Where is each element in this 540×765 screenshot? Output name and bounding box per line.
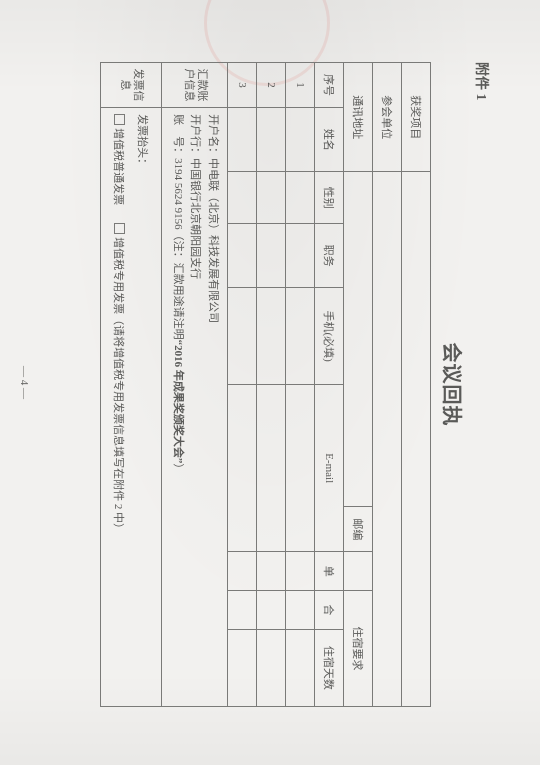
invoice-opt2: 增值税专用发票（请将增值税专用发票信息填写在附件 2 中） bbox=[112, 237, 124, 534]
field-address[interactable] bbox=[344, 172, 373, 507]
bank-line2-label: 开户行： bbox=[189, 114, 201, 158]
label-postcode: 邮编 bbox=[344, 507, 373, 552]
cell-mobile-2[interactable] bbox=[257, 288, 286, 385]
bank-line1: 开户名：中电联（北京）科技发展有限公司 bbox=[203, 114, 221, 702]
cell-position-1[interactable] bbox=[286, 223, 315, 287]
label-address: 通讯地址 bbox=[344, 63, 373, 172]
invoice-options-row: 增值税普通发票增值税专用发票（请将增值税专用发票信息填写在附件 2 中） bbox=[111, 114, 127, 702]
cell-shared-3[interactable] bbox=[228, 591, 257, 630]
cell-seq-3: 3 bbox=[228, 63, 257, 108]
invoice-head-row: 发票抬头： bbox=[135, 114, 151, 702]
bank-line3-note-b: “2016 年成果奖颁奖大会” bbox=[172, 340, 184, 464]
col-days: 住宿天数 bbox=[315, 629, 344, 706]
cell-email-1[interactable] bbox=[286, 384, 315, 551]
cell-single-3[interactable] bbox=[228, 552, 257, 591]
cell-name-3[interactable] bbox=[228, 108, 257, 172]
col-single: 单 bbox=[315, 552, 344, 591]
invoice-opt1: 增值税普通发票 bbox=[112, 128, 124, 205]
cell-days-1[interactable] bbox=[286, 629, 315, 706]
bank-line2-value: 中国银行北京朝阳园支行 bbox=[189, 158, 201, 279]
bank-line1-label: 开户名： bbox=[207, 114, 219, 158]
bank-info: 开户名：中电联（北京）科技发展有限公司 开户行：中国银行北京朝阳园支行 账 号：… bbox=[162, 108, 228, 707]
attachment-label: 附件 1 bbox=[472, 62, 492, 707]
bank-line2: 开户行：中国银行北京朝阳园支行 bbox=[186, 114, 204, 702]
cell-position-3[interactable] bbox=[228, 223, 257, 287]
col-email: E-mail bbox=[315, 384, 344, 551]
cell-email-3[interactable] bbox=[228, 384, 257, 551]
col-mobile: 手机(必填) bbox=[315, 288, 344, 385]
form-sheet: 附件 1 会议回执 获奖项目 参会单位 bbox=[50, 62, 492, 707]
bank-line3: 账 号：3194 5624 9156（注：汇款用途请注明“2016 年成果奖颁奖… bbox=[168, 114, 186, 702]
col-name: 姓名 bbox=[315, 108, 344, 172]
checkbox-icon[interactable] bbox=[114, 114, 125, 125]
cell-mobile-1[interactable] bbox=[286, 288, 315, 385]
label-org: 参会单位 bbox=[373, 63, 402, 172]
cell-email-2[interactable] bbox=[257, 384, 286, 551]
cell-seq-2: 2 bbox=[257, 63, 286, 108]
cell-position-2[interactable] bbox=[257, 223, 286, 287]
cell-single-1[interactable] bbox=[286, 552, 315, 591]
cell-name-2[interactable] bbox=[257, 108, 286, 172]
cell-gender-2[interactable] bbox=[257, 172, 286, 224]
invoice-info: 发票抬头： 增值税普通发票增值税专用发票（请将增值税专用发票信息填写在附件 2 … bbox=[101, 108, 162, 707]
field-award-project[interactable] bbox=[402, 172, 431, 707]
receipt-table: 获奖项目 参会单位 通讯地址 邮编 住宿要求 序号 姓名 性别 职务 手机(必填… bbox=[100, 62, 431, 707]
label-bank: 汇款账户信息 bbox=[162, 63, 228, 108]
cell-single-2[interactable] bbox=[257, 552, 286, 591]
field-postcode[interactable] bbox=[344, 552, 373, 591]
col-position: 职务 bbox=[315, 223, 344, 287]
cell-days-3[interactable] bbox=[228, 629, 257, 706]
col-shared: 合 bbox=[315, 591, 344, 630]
bank-line1-value: 中电联（北京）科技发展有限公司 bbox=[207, 158, 219, 323]
bank-line3-note-c: ） bbox=[172, 463, 184, 474]
cell-seq-1: 1 bbox=[286, 63, 315, 108]
cell-gender-1[interactable] bbox=[286, 172, 315, 224]
cell-shared-1[interactable] bbox=[286, 591, 315, 630]
page-number: — 4 — bbox=[18, 0, 30, 765]
document-title: 会议回执 bbox=[439, 62, 468, 707]
label-award-project: 获奖项目 bbox=[402, 63, 431, 172]
label-invoice: 发票信息 bbox=[101, 63, 162, 108]
cell-name-1[interactable] bbox=[286, 108, 315, 172]
col-seq: 序号 bbox=[315, 63, 344, 108]
bank-line3-value: 3194 5624 9156 bbox=[172, 158, 184, 230]
label-stay-req: 住宿要求 bbox=[344, 591, 373, 707]
cell-gender-3[interactable] bbox=[228, 172, 257, 224]
field-org[interactable] bbox=[373, 172, 402, 707]
cell-days-2[interactable] bbox=[257, 629, 286, 706]
bank-line3-note-a: （注：汇款用途请注明 bbox=[172, 230, 184, 340]
checkbox-icon[interactable] bbox=[114, 223, 125, 234]
cell-mobile-3[interactable] bbox=[228, 288, 257, 385]
invoice-head-label: 发票抬头： bbox=[136, 114, 148, 169]
cell-shared-2[interactable] bbox=[257, 591, 286, 630]
bank-line3-label: 账 号： bbox=[172, 114, 184, 158]
col-gender: 性别 bbox=[315, 172, 344, 224]
